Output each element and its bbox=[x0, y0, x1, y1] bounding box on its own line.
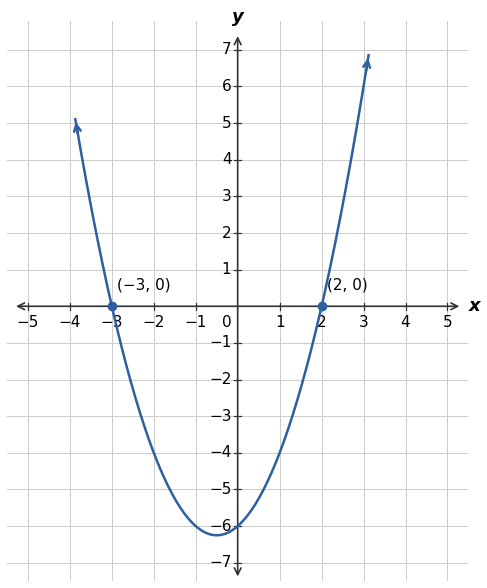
Text: 7: 7 bbox=[222, 42, 231, 57]
Text: −1: −1 bbox=[209, 335, 231, 350]
Text: −1: −1 bbox=[185, 315, 207, 330]
Text: −3: −3 bbox=[101, 315, 123, 330]
Text: 1: 1 bbox=[222, 262, 231, 277]
Text: 2: 2 bbox=[222, 226, 231, 240]
Text: 2: 2 bbox=[317, 315, 326, 330]
Text: y: y bbox=[232, 8, 244, 26]
Text: −3: −3 bbox=[209, 409, 231, 424]
Text: −2: −2 bbox=[143, 315, 165, 330]
Text: 1: 1 bbox=[275, 315, 284, 330]
Text: x: x bbox=[468, 298, 480, 315]
Text: −4: −4 bbox=[209, 445, 231, 460]
Text: −2: −2 bbox=[209, 372, 231, 387]
Text: 6: 6 bbox=[222, 79, 231, 94]
Text: 3: 3 bbox=[358, 315, 369, 330]
Text: 5: 5 bbox=[222, 116, 231, 131]
Text: −7: −7 bbox=[209, 555, 231, 570]
Text: (2, 0): (2, 0) bbox=[327, 278, 367, 292]
Text: 4: 4 bbox=[401, 315, 411, 330]
Text: (−3, 0): (−3, 0) bbox=[117, 278, 170, 292]
Text: −5: −5 bbox=[17, 315, 39, 330]
Text: 4: 4 bbox=[222, 152, 231, 167]
Text: 0: 0 bbox=[222, 315, 231, 330]
Text: −6: −6 bbox=[209, 519, 231, 533]
Text: −5: −5 bbox=[209, 482, 231, 497]
Text: −4: −4 bbox=[59, 315, 81, 330]
Text: 3: 3 bbox=[222, 189, 231, 204]
Text: 5: 5 bbox=[443, 315, 452, 330]
